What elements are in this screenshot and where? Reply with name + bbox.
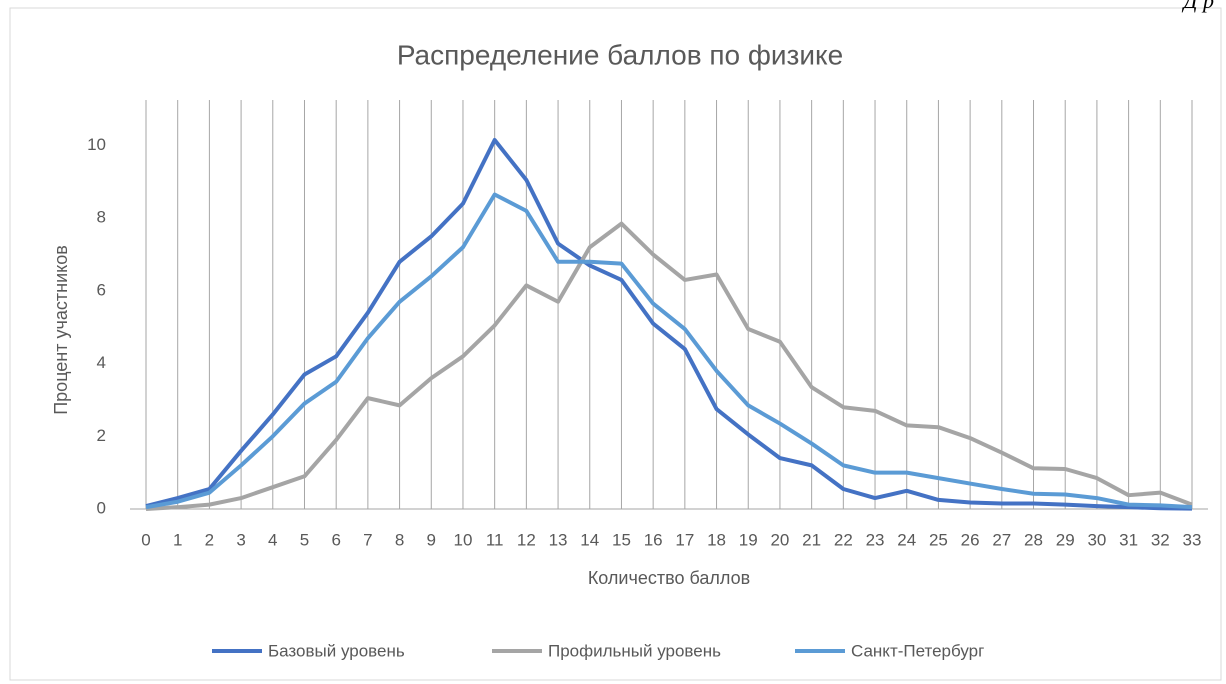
x-tick-label: 33 [1183, 530, 1202, 549]
x-tick-label: 2 [205, 530, 214, 549]
x-tick-label: 21 [802, 530, 821, 549]
series-line [145, 192, 1193, 510]
y-tick-label: 2 [97, 426, 106, 445]
x-tick-label: 12 [517, 530, 536, 549]
y-tick-label: 0 [97, 498, 106, 517]
x-tick-label: 4 [268, 530, 277, 549]
x-tick-label: 11 [486, 530, 504, 549]
legend-label: Профильный уровень [548, 641, 721, 660]
x-tick-label: 18 [707, 530, 726, 549]
x-tick-label: 5 [300, 530, 309, 549]
x-tick-label: 8 [395, 530, 404, 549]
series-line [145, 137, 1193, 511]
x-tick-label: 1 [173, 530, 182, 549]
x-tick-label: 26 [961, 530, 980, 549]
x-tick-label: 22 [834, 530, 853, 549]
x-tick-label: 7 [363, 530, 372, 549]
x-tick-label: 9 [427, 530, 436, 549]
x-tick-label: 13 [549, 530, 568, 549]
x-tick-label: 15 [612, 530, 631, 549]
x-tick-label: 17 [675, 530, 694, 549]
x-tick-label: 16 [644, 530, 663, 549]
x-tick-label: 20 [770, 530, 789, 549]
x-tick-label: 6 [331, 530, 340, 549]
x-tick-label: 27 [992, 530, 1011, 549]
x-axis-label: Количество баллов [588, 568, 750, 588]
series-line [145, 221, 1193, 511]
x-tick-label: 28 [1024, 530, 1043, 549]
y-tick-label: 8 [97, 208, 106, 227]
x-tick-label: 30 [1087, 530, 1106, 549]
x-tick-label: 25 [929, 530, 948, 549]
y-tick-label: 6 [97, 280, 106, 299]
x-tick-label: 29 [1056, 530, 1075, 549]
legend-label: Базовый уровень [268, 641, 405, 660]
x-tick-label: 3 [236, 530, 245, 549]
x-tick-label: 24 [897, 530, 916, 549]
header-fragment: Д р [1182, 0, 1215, 13]
chart-frame [9, 7, 1222, 681]
y-axis-label: Процент участников [51, 245, 71, 415]
x-tick-label: 0 [141, 530, 150, 549]
y-tick-label: 4 [97, 353, 106, 372]
x-tick-label: 19 [739, 530, 758, 549]
x-tick-label: 23 [866, 530, 885, 549]
legend-label: Санкт-Петербург [851, 641, 984, 660]
chart-title: Распределение баллов по физике [397, 39, 843, 70]
y-tick-label: 10 [87, 135, 106, 154]
x-tick-label: 10 [454, 530, 473, 549]
x-tick-label: 14 [580, 530, 599, 549]
x-tick-label: 32 [1151, 530, 1170, 549]
x-tick-label: 31 [1119, 530, 1138, 549]
